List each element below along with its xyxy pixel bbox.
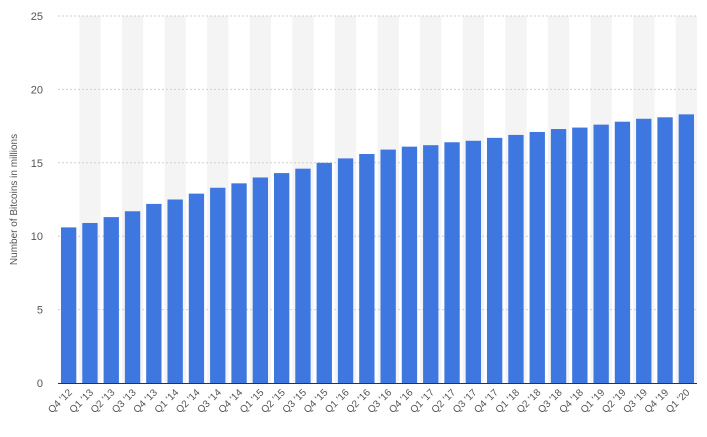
y-tick-label: 15: [31, 158, 43, 170]
bar[interactable]: [380, 149, 396, 383]
bar[interactable]: [550, 129, 567, 383]
bar[interactable]: [337, 158, 354, 383]
bar[interactable]: [614, 121, 631, 384]
bar[interactable]: [124, 211, 141, 383]
y-tick-label: 5: [37, 305, 43, 317]
bar[interactable]: [359, 153, 375, 383]
bar[interactable]: [572, 127, 588, 384]
y-axis-label: Number of Bitcoins in millions: [9, 134, 20, 265]
bar[interactable]: [316, 162, 332, 383]
bar[interactable]: [678, 114, 695, 383]
bar[interactable]: [167, 199, 183, 384]
bar[interactable]: [252, 177, 269, 383]
bars: [60, 114, 695, 384]
bar[interactable]: [657, 117, 673, 384]
bar[interactable]: [636, 118, 652, 383]
bar[interactable]: [295, 168, 311, 383]
y-axis-ticks: 0 5 10 15 20 25: [31, 11, 43, 390]
y-tick-label: 0: [37, 378, 43, 390]
bar[interactable]: [210, 187, 226, 383]
bar[interactable]: [231, 183, 247, 383]
bar[interactable]: [508, 134, 524, 383]
bar[interactable]: [273, 173, 290, 383]
bar[interactable]: [486, 137, 503, 383]
bar[interactable]: [188, 193, 205, 383]
bar[interactable]: [401, 146, 418, 383]
bar[interactable]: [465, 140, 482, 383]
y-tick-label: 10: [31, 231, 43, 243]
y-tick-label: 20: [31, 84, 43, 96]
y-tick-label: 25: [31, 11, 43, 23]
bar[interactable]: [82, 222, 98, 383]
bar[interactable]: [423, 145, 439, 383]
bar[interactable]: [444, 142, 460, 383]
gridlines: [58, 15, 697, 311]
bar[interactable]: [103, 217, 119, 383]
bar[interactable]: [60, 227, 77, 383]
bar[interactable]: [593, 124, 609, 384]
x-tick-label: Q1 '20: [664, 387, 693, 416]
bar[interactable]: [146, 203, 162, 383]
bar[interactable]: [529, 131, 545, 383]
